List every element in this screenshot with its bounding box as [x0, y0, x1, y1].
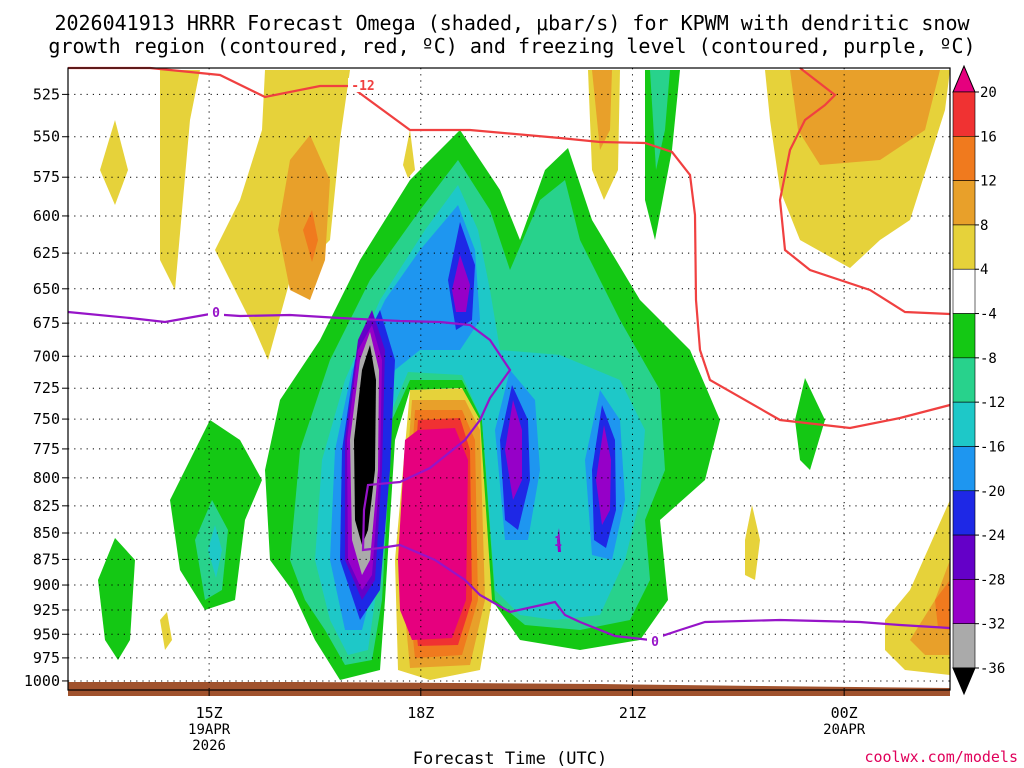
omega-neg-region — [452, 255, 470, 312]
freezing-contour-label: 0 — [212, 306, 220, 321]
omega-pos-region — [592, 70, 612, 150]
gridlines — [68, 68, 950, 690]
colorbar-label: 12 — [980, 174, 997, 190]
colorbar-swatch — [952, 224, 976, 270]
colorbar-label: -32 — [980, 617, 1005, 633]
freezing-contour-label: 0 — [651, 635, 659, 650]
colorbar-label: 20 — [980, 85, 997, 101]
omega-pos-region — [160, 70, 200, 290]
y-tick-label: 775 — [33, 440, 60, 458]
colorbar-label: 8 — [980, 218, 988, 234]
x-date-label: 19APR — [188, 722, 231, 738]
omega-pos-region — [790, 70, 940, 165]
colorbar-swatch — [952, 180, 976, 226]
freezing-contour-note: 1 — [554, 535, 562, 550]
omega-neg-region — [596, 425, 611, 525]
colorbar-label: -8 — [980, 351, 997, 367]
x-year-label: 2026 — [192, 738, 226, 754]
omega-neg-region — [208, 525, 222, 578]
colorbar-swatch — [952, 136, 976, 181]
colorbar-label: -16 — [980, 439, 1005, 455]
colorbar-swatch — [952, 91, 976, 137]
freezing-label-bg — [208, 305, 224, 320]
x-tick-label: 21Z — [619, 704, 646, 722]
y-tick-label: 575 — [33, 168, 60, 186]
y-tick-label: 650 — [33, 280, 60, 298]
x-tick-label: 00Z — [831, 704, 858, 722]
colorbar-top-arrow — [952, 64, 976, 93]
omega-pos-region — [403, 130, 415, 178]
colorbar-label: -20 — [980, 484, 1005, 500]
credit-text: coolwx.com/models — [864, 748, 1018, 766]
omega-shading — [98, 70, 950, 680]
y-tick-label: 900 — [33, 576, 60, 594]
omega-max-region — [398, 428, 468, 640]
colorbar-swatch — [952, 623, 976, 669]
omega-neg-region — [98, 538, 135, 660]
chart-title-line1: 2026041913 HRRR Forecast Omega (shaded, … — [54, 11, 970, 35]
y-tick-label: 800 — [33, 469, 60, 487]
colorbar-label: -24 — [980, 528, 1005, 544]
omega-neg-region — [650, 70, 670, 170]
y-tick-label: 750 — [33, 410, 60, 428]
colorbar-swatch — [952, 268, 976, 314]
colorbar-bottom-arrow — [952, 667, 976, 696]
y-tick-label: 700 — [33, 347, 60, 365]
colorbar-label: -12 — [980, 395, 1005, 411]
ground-terrain — [68, 682, 950, 696]
x-axis-label: Forecast Time (UTC) — [413, 749, 607, 768]
colorbar-swatch — [952, 313, 976, 359]
omega-pos-region — [160, 612, 172, 650]
colorbar-label: -4 — [980, 307, 997, 323]
plot-frame — [67, 67, 951, 691]
colorbar-swatch — [952, 579, 976, 624]
colorbar-label: -28 — [980, 572, 1005, 588]
omega-pos-region — [910, 560, 950, 655]
y-tick-label: 875 — [33, 550, 60, 568]
colorbar-swatch — [952, 446, 976, 492]
x-date-label: 20APR — [823, 722, 866, 738]
y-tick-label: 925 — [33, 601, 60, 619]
omega-neg-region — [557, 528, 561, 552]
dgz-contour-label: -12 — [351, 79, 374, 94]
y-tick-label: 850 — [33, 524, 60, 542]
omega-pos-region — [935, 580, 950, 630]
y-axis: 525 550 575 600 625 650 675 700 725 750 775 800 825 8… — [24, 85, 68, 690]
y-tick-label: 550 — [33, 128, 60, 146]
omega-pos-region — [303, 210, 318, 262]
freezing-label-bg — [647, 634, 663, 649]
colorbar-swatch — [952, 490, 976, 536]
y-tick-label: 825 — [33, 497, 60, 515]
y-tick-label: 950 — [33, 625, 60, 643]
colorbar-swatch — [952, 401, 976, 447]
y-tick-label: 1000 — [24, 672, 60, 690]
chart-title-line2: growth region (contoured, red, ºC) and f… — [48, 34, 975, 58]
omega-pos-region — [745, 505, 760, 580]
colorbar-label: 16 — [980, 129, 997, 145]
y-tick-label: 600 — [33, 207, 60, 225]
dgz-contour — [68, 66, 951, 430]
dgz-label-bg — [348, 78, 378, 92]
x-tick-label: 15Z — [196, 704, 223, 722]
omega-neg-region — [505, 400, 522, 500]
x-tick-label: 18Z — [407, 704, 434, 722]
y-tick-label: 675 — [33, 314, 60, 332]
omega-pos-region — [278, 135, 330, 300]
colorbar-swatch — [952, 357, 976, 403]
y-tick-label: 975 — [33, 649, 60, 667]
colorbar-label: -36 — [980, 661, 1005, 677]
omega-pos-region — [100, 120, 128, 205]
colorbar-swatch — [952, 534, 976, 580]
colorbar: 20 16 12 8 4 -4 -8 -12 -16 -20 -24 -28 -32 -36 — [952, 64, 1005, 696]
x-axis: 15Z18Z21Z00Z03Z06Z19APR202620APR — [188, 690, 866, 754]
y-tick-label: 725 — [33, 379, 60, 397]
y-tick-label: 625 — [33, 244, 60, 262]
dgz-contour — [778, 67, 951, 316]
y-tick-label: 525 — [33, 85, 60, 103]
colorbar-label: 4 — [980, 262, 988, 278]
omega-min-region — [354, 345, 376, 545]
